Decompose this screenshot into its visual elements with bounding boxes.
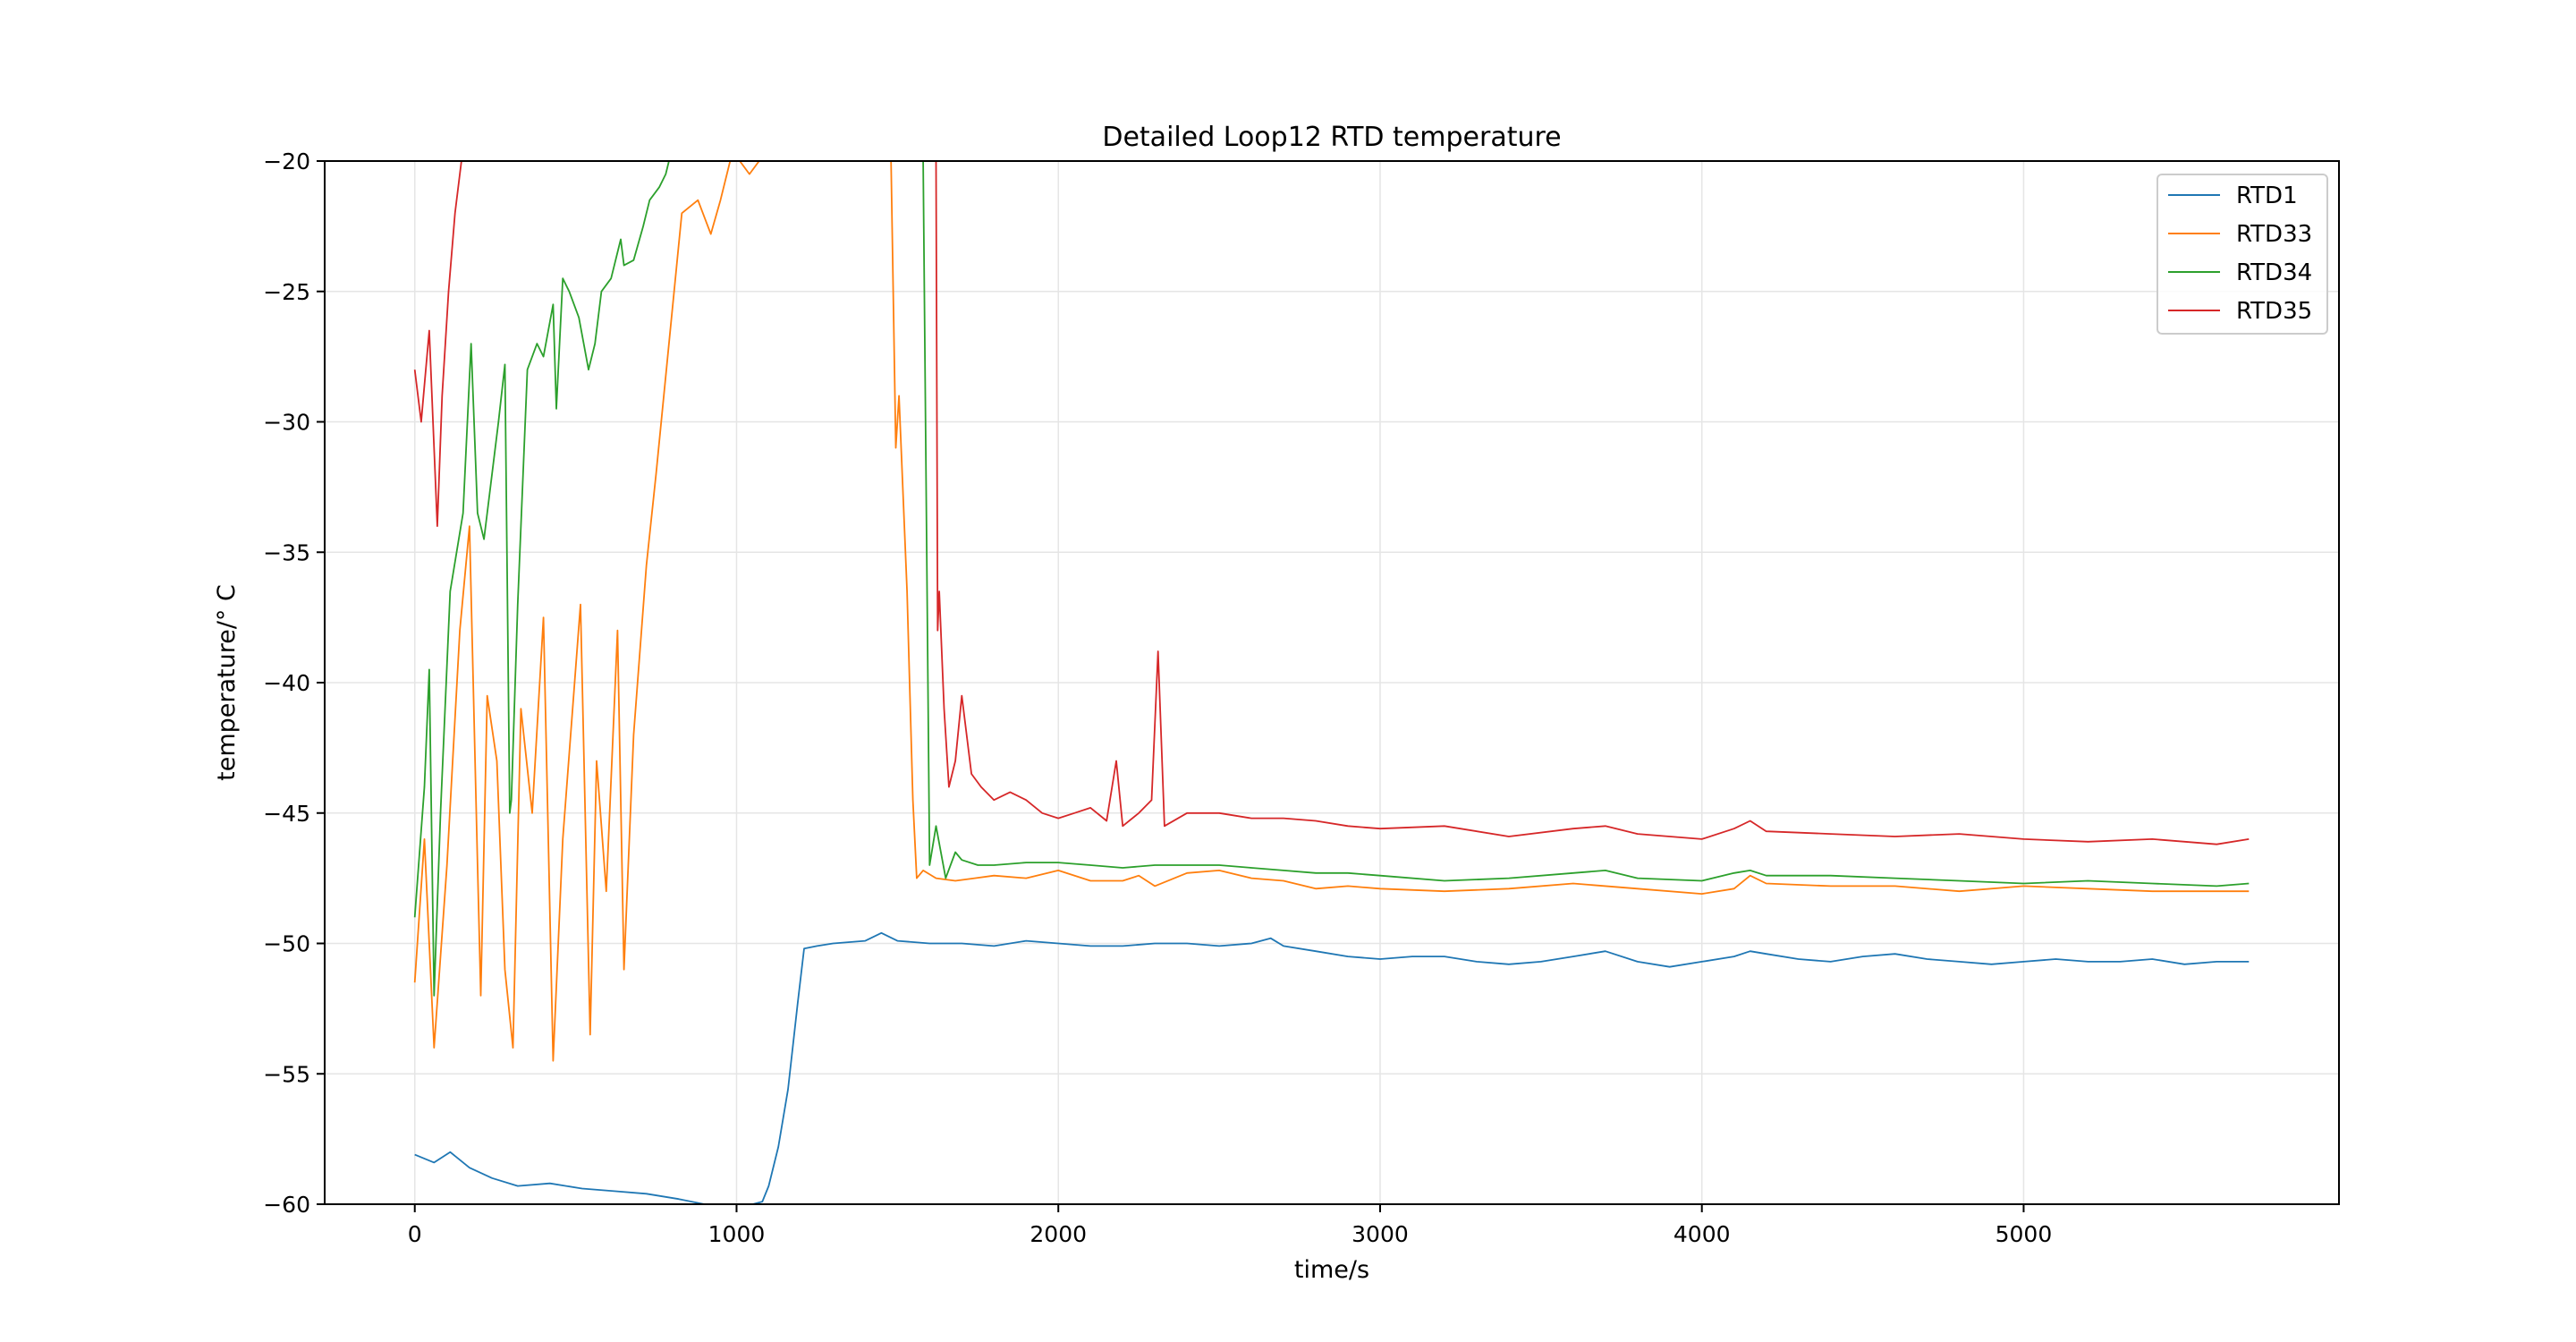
y-tick-label: −60 xyxy=(263,1192,310,1218)
chart-title: Detailed Loop12 RTD temperature xyxy=(1102,122,1561,153)
series-lines xyxy=(413,161,2250,1204)
grid xyxy=(325,160,2339,1205)
x-tick-label: 5000 xyxy=(1996,1221,2053,1247)
y-tick-label: −50 xyxy=(263,931,310,957)
x-axis-label: time/s xyxy=(1294,1256,1369,1284)
series-line-rtd35 xyxy=(413,161,2250,845)
y-tick-label: −40 xyxy=(263,670,310,696)
x-axis-ticks: 0 1000 2000 3000 4000 5000 xyxy=(408,1204,2052,1247)
series-line-rtd33 xyxy=(413,161,2250,1062)
y-tick-label: −25 xyxy=(263,279,310,305)
legend-label: RTD35 xyxy=(2236,298,2312,325)
y-axis-ticks: −60 −55 −50 −45 −40 −35 −30 −25 −20 xyxy=(263,149,325,1218)
legend-label: RTD1 xyxy=(2236,183,2298,209)
legend-label: RTD34 xyxy=(2236,259,2312,286)
legend-label: RTD33 xyxy=(2236,221,2312,248)
x-tick-label: 4000 xyxy=(1674,1221,1731,1247)
x-tick-label: 1000 xyxy=(708,1221,766,1247)
legend-box xyxy=(2157,174,2328,335)
x-tick-label: 0 xyxy=(408,1221,422,1247)
legend: RTD1 RTD33 RTD34 RTD35 xyxy=(2157,174,2328,335)
y-tick-label: −20 xyxy=(263,149,310,174)
y-tick-label: −35 xyxy=(263,539,310,565)
series-line-rtd34 xyxy=(413,161,2250,997)
y-tick-label: −45 xyxy=(263,801,310,827)
x-tick-label: 3000 xyxy=(1352,1221,1409,1247)
y-tick-label: −55 xyxy=(263,1061,310,1087)
series-line-rtd1 xyxy=(414,931,2250,1204)
y-tick-label: −30 xyxy=(263,410,310,436)
x-tick-label: 2000 xyxy=(1030,1221,1087,1247)
y-axis-label: temperature/° C xyxy=(213,584,241,781)
